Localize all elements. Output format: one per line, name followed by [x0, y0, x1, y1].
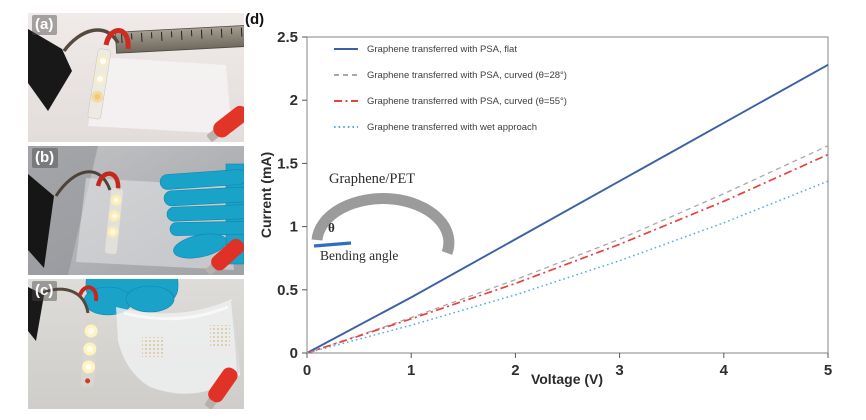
panel-label-d: (d) — [245, 11, 265, 28]
panel-label-a: (a) — [32, 15, 58, 35]
alligator-clip-black — [28, 29, 72, 111]
y-tick-label: 2.5 — [277, 29, 298, 46]
red-wire-loop — [103, 28, 131, 50]
led-strip — [87, 48, 112, 120]
legend-item-flat: Graphene transferred with PSA, flat — [333, 36, 567, 62]
alligator-clip-black — [28, 287, 44, 341]
graphene-electrode-patch — [142, 337, 164, 357]
series-line-3 — [306, 180, 829, 354]
inset-theta-symbol: θ — [328, 220, 335, 235]
plot-frame — [306, 36, 829, 354]
chart-legend: Graphene transferred with PSA, flat Grap… — [333, 36, 567, 140]
led-strip — [80, 318, 99, 388]
panel-label-b: (b) — [32, 148, 59, 168]
nitrile-glove-hand — [159, 163, 244, 265]
legend-sample-line — [334, 126, 358, 128]
y-tick-label: 1 — [290, 219, 298, 236]
legend-sample-line — [334, 74, 358, 76]
series-line-2 — [306, 153, 829, 354]
x-tick-label: 2 — [511, 362, 519, 379]
legend-sample-line — [334, 100, 358, 102]
pet-film-flat — [88, 57, 232, 134]
legend-item-curved-28: Graphene transferred with PSA, curved (θ… — [333, 62, 567, 88]
x-tick-label: 3 — [615, 362, 623, 379]
x-tick-label: 5 — [824, 362, 832, 379]
y-tick-label: 1.5 — [277, 155, 298, 172]
series-line-0 — [306, 63, 829, 354]
photo-c-graphic — [28, 279, 244, 409]
legend-label: Graphene transferred with PSA, curved (θ… — [367, 69, 567, 81]
x-tick-label: 0 — [303, 362, 311, 379]
film-highlight — [123, 305, 229, 321]
y-tick-label: 0.5 — [277, 282, 298, 299]
film-fold-edge — [231, 300, 239, 374]
red-wire-loop — [95, 171, 121, 191]
photo-panel-b — [28, 146, 244, 275]
bending-baseline — [313, 241, 352, 248]
x-axis-label: Voltage (V) — [530, 371, 604, 387]
series-line-1 — [306, 145, 829, 354]
legend-item-wet: Graphene transferred with wet approach — [333, 114, 567, 140]
alligator-clip-red — [205, 238, 244, 275]
pet-film-bent — [116, 299, 240, 394]
legend-label: Graphene transferred with PSA, flat — [367, 43, 517, 55]
bent-sheet-arc — [311, 193, 455, 255]
lead-wire — [41, 287, 90, 314]
iv-line-chart: 0 1 2 3 4 5 0 0.5 1 1.5 2 2.5 — [277, 29, 832, 379]
y-axis-label: Current (mA) — [258, 151, 274, 239]
inset-label-graphene-pet: Graphene/PET — [329, 171, 416, 187]
lead-wire — [62, 28, 120, 53]
photo-a-graphic — [28, 13, 244, 142]
x-tick-label: 4 — [720, 362, 729, 379]
alligator-clip-red — [207, 105, 244, 142]
lead-wire — [54, 170, 112, 197]
y-tick-label: 2 — [290, 92, 298, 109]
photo-panel-a — [28, 13, 244, 142]
led-strip — [104, 187, 124, 255]
legend-label: Graphene transferred with wet approach — [367, 121, 538, 133]
graphene-electrode-patch — [210, 325, 230, 347]
inset-label-bending-angle: Bending angle — [320, 248, 399, 263]
photo-b-graphic — [28, 146, 244, 275]
steel-ruler — [115, 24, 244, 54]
red-wire-loop — [78, 285, 99, 302]
legend-item-curved-55: Graphene transferred with PSA, curved (θ… — [333, 88, 567, 114]
y-tick-label: 0 — [290, 345, 298, 362]
alligator-clip-black — [28, 174, 54, 268]
alligator-clip-red — [204, 367, 238, 409]
legend-label: Graphene transferred with PSA, curved (θ… — [367, 95, 567, 107]
legend-sample-line — [334, 48, 358, 50]
photo-panel-c — [28, 279, 244, 409]
x-tick-label: 1 — [407, 362, 415, 379]
panel-label-c: (c) — [32, 281, 58, 301]
